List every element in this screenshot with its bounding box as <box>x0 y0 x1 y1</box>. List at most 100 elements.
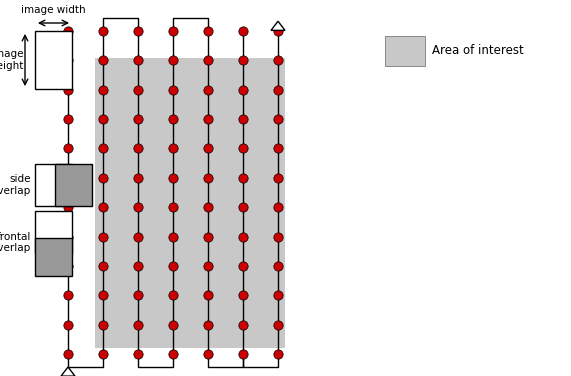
Point <box>98 28 107 34</box>
Point <box>98 351 107 357</box>
Point <box>63 58 73 64</box>
Point <box>98 175 107 181</box>
Point <box>203 204 212 210</box>
Point <box>98 233 107 240</box>
Point <box>239 116 248 122</box>
Point <box>63 321 73 327</box>
Point <box>274 321 283 327</box>
Point <box>239 175 248 181</box>
Point <box>98 87 107 93</box>
Point <box>134 292 143 298</box>
Point <box>168 233 178 240</box>
Point <box>274 233 283 240</box>
Point <box>168 175 178 181</box>
Polygon shape <box>61 367 75 376</box>
Point <box>203 58 212 64</box>
Point <box>134 175 143 181</box>
Point <box>168 263 178 269</box>
Point <box>239 233 248 240</box>
Point <box>203 146 212 152</box>
Point <box>63 233 73 240</box>
Point <box>134 28 143 34</box>
Point <box>63 263 73 269</box>
Bar <box>35 211 72 253</box>
Point <box>63 146 73 152</box>
Point <box>98 204 107 210</box>
Point <box>168 204 178 210</box>
Point <box>134 263 143 269</box>
Point <box>203 116 212 122</box>
Text: image
height: image height <box>0 49 23 71</box>
Point <box>98 263 107 269</box>
Text: Area of interest: Area of interest <box>432 44 524 58</box>
Point <box>274 58 283 64</box>
Point <box>203 175 212 181</box>
Point <box>239 204 248 210</box>
Point <box>203 28 212 34</box>
Point <box>168 351 178 357</box>
Point <box>274 146 283 152</box>
Point <box>98 58 107 64</box>
Bar <box>35 238 72 253</box>
Point <box>63 116 73 122</box>
Point <box>274 116 283 122</box>
Point <box>168 28 178 34</box>
Point <box>63 292 73 298</box>
Polygon shape <box>271 21 285 30</box>
Point <box>63 204 73 210</box>
Point <box>274 351 283 357</box>
Point <box>63 87 73 93</box>
Text: image width: image width <box>21 5 86 15</box>
Point <box>274 292 283 298</box>
Bar <box>95 58 285 348</box>
Point <box>168 87 178 93</box>
Point <box>274 204 283 210</box>
Point <box>168 58 178 64</box>
Point <box>98 146 107 152</box>
Point <box>203 263 212 269</box>
Bar <box>55 164 93 206</box>
Point <box>134 233 143 240</box>
Bar <box>35 164 72 206</box>
Point <box>203 233 212 240</box>
Point <box>63 28 73 34</box>
Point <box>239 28 248 34</box>
Point <box>168 146 178 152</box>
Point <box>134 204 143 210</box>
Point <box>203 292 212 298</box>
Point <box>274 263 283 269</box>
Text: frontal
overlap: frontal overlap <box>0 232 31 253</box>
Point <box>134 351 143 357</box>
Point <box>134 321 143 327</box>
Text: side
overlap: side overlap <box>0 174 31 196</box>
Point <box>134 146 143 152</box>
Point <box>239 87 248 93</box>
Bar <box>385 36 425 66</box>
Bar <box>35 31 72 89</box>
Point <box>274 28 283 34</box>
Point <box>134 58 143 64</box>
Bar <box>55 164 72 206</box>
Point <box>239 263 248 269</box>
Point <box>239 292 248 298</box>
Point <box>63 175 73 181</box>
Point <box>274 87 283 93</box>
Point <box>239 58 248 64</box>
Point <box>63 351 73 357</box>
Point <box>168 321 178 327</box>
Point <box>203 321 212 327</box>
Point <box>98 116 107 122</box>
Point <box>274 175 283 181</box>
Point <box>168 292 178 298</box>
Point <box>239 351 248 357</box>
Bar <box>35 238 72 276</box>
Point <box>134 116 143 122</box>
Point <box>203 87 212 93</box>
Point <box>168 116 178 122</box>
Point <box>239 146 248 152</box>
Point <box>98 321 107 327</box>
Point <box>134 87 143 93</box>
Point <box>239 321 248 327</box>
Point <box>98 292 107 298</box>
Point <box>203 351 212 357</box>
